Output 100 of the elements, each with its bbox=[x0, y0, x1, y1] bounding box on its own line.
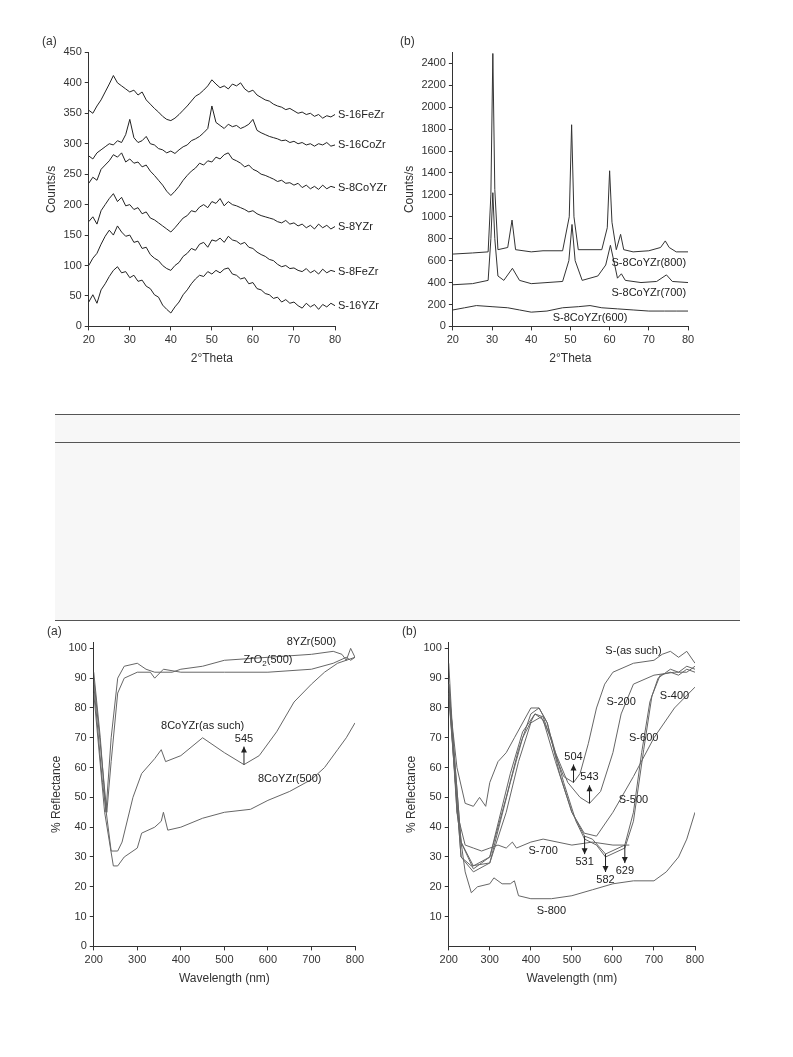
y-tick-label: 10 bbox=[429, 909, 442, 922]
y-tick-label: 50 bbox=[69, 288, 82, 301]
annotation: 8YZr(500) bbox=[286, 635, 337, 648]
x-tick-label: 50 bbox=[205, 333, 218, 346]
x-tick-label: 500 bbox=[562, 953, 582, 966]
x-tick-label: 80 bbox=[328, 333, 342, 346]
y-tick-label: 350 bbox=[63, 106, 82, 119]
x-tick-label: 400 bbox=[521, 953, 541, 966]
x-tick-label: 200 bbox=[439, 953, 458, 966]
y-tick-label: 2200 bbox=[421, 78, 446, 91]
x-tick-label: 800 bbox=[345, 953, 365, 966]
y-tick-label: 70 bbox=[74, 730, 87, 743]
y-tick-label: 400 bbox=[427, 275, 446, 288]
annotation: S-8CoYZr(800) bbox=[611, 255, 687, 268]
y-tick-label: 0 bbox=[439, 319, 446, 332]
annotation: S-800 bbox=[536, 903, 567, 916]
x-axis-title: 2°Theta bbox=[190, 351, 234, 366]
x-tick-label: 30 bbox=[123, 333, 136, 346]
y-tick-label: 30 bbox=[429, 850, 442, 863]
x-tick-label: 500 bbox=[215, 953, 234, 966]
x-axis-title: 2°Theta bbox=[549, 351, 592, 366]
annotation: 8CoYZr(500) bbox=[257, 772, 322, 785]
y-tick-label: 100 bbox=[423, 641, 442, 654]
x-tick-label: 800 bbox=[685, 953, 705, 966]
x-tick-label: 600 bbox=[258, 953, 278, 966]
y-tick-label: 80 bbox=[429, 701, 442, 713]
y-axis-title: Counts/s bbox=[43, 165, 58, 214]
y-tick-label: 20 bbox=[74, 879, 87, 892]
y-tick-label: 800 bbox=[427, 231, 446, 244]
y-tick-label: 20 bbox=[429, 879, 442, 892]
annotation: 582 bbox=[596, 873, 615, 886]
y-tick-label: 60 bbox=[429, 760, 442, 773]
y-tick-label: 2000 bbox=[421, 100, 446, 113]
chart-title: (a) bbox=[47, 623, 62, 638]
annotation: S-8CoYZr bbox=[338, 180, 388, 193]
x-tick-label: 200 bbox=[84, 953, 103, 966]
y-tick-label: 90 bbox=[74, 671, 87, 684]
y-tick-label: 80 bbox=[74, 701, 87, 713]
annotation: S-16CoZr bbox=[338, 137, 387, 150]
annotation: S-(as such) bbox=[605, 644, 662, 657]
y-tick-label: 10 bbox=[74, 909, 87, 922]
annotation: 531 bbox=[575, 855, 594, 868]
y-tick-label: 150 bbox=[63, 228, 82, 241]
y-tick-label: 250 bbox=[63, 167, 82, 180]
annotation: S-8YZr bbox=[338, 219, 374, 232]
annotation: S-200 bbox=[606, 694, 636, 707]
y-tick-label: 100 bbox=[63, 258, 82, 271]
chart-title: (a) bbox=[42, 33, 57, 48]
x-axis-title: Wavelength (nm) bbox=[526, 971, 618, 986]
annotation: S-400 bbox=[659, 689, 690, 701]
x-tick-label: 50 bbox=[564, 333, 577, 346]
annotation: 629 bbox=[615, 864, 634, 877]
x-tick-label: 300 bbox=[480, 953, 499, 966]
x-tick-label: 80 bbox=[681, 333, 695, 346]
x-tick-label: 400 bbox=[171, 953, 191, 966]
y-tick-label: 1200 bbox=[421, 187, 446, 200]
x-axis-title: Wavelength (nm) bbox=[178, 971, 270, 986]
y-axis-title: % Reflectance bbox=[403, 755, 418, 834]
y-tick-label: 450 bbox=[63, 45, 82, 58]
annotation: 545 bbox=[234, 731, 254, 744]
x-tick-label: 20 bbox=[446, 333, 459, 346]
y-tick-label: 300 bbox=[63, 136, 82, 149]
annotation: S-16FeZr bbox=[338, 107, 385, 120]
x-tick-label: 60 bbox=[603, 333, 616, 346]
annotation: S-500 bbox=[618, 793, 649, 806]
x-tick-label: 700 bbox=[302, 953, 321, 966]
chart-title: (b) bbox=[402, 623, 417, 638]
annotation: S-700 bbox=[528, 844, 558, 857]
x-tick-label: 70 bbox=[642, 333, 655, 346]
x-tick-label: 40 bbox=[164, 333, 177, 346]
y-tick-label: 600 bbox=[427, 253, 446, 266]
x-tick-label: 40 bbox=[525, 333, 538, 346]
y-tick-label: 200 bbox=[63, 197, 82, 210]
x-tick-label: 600 bbox=[603, 953, 623, 966]
annotation: S-600 bbox=[629, 730, 659, 743]
x-tick-label: 60 bbox=[246, 333, 260, 346]
y-axis-title: Counts/s bbox=[401, 165, 416, 214]
annotation: S-8CoYZr(700) bbox=[611, 286, 687, 299]
y-tick-label: 200 bbox=[427, 297, 446, 310]
x-tick-label: 300 bbox=[128, 953, 147, 966]
y-tick-label: 400 bbox=[63, 75, 82, 88]
y-tick-label: 40 bbox=[74, 820, 87, 833]
annotation: 504 bbox=[564, 749, 583, 762]
y-tick-label: 30 bbox=[74, 850, 87, 863]
chart-title: (b) bbox=[400, 33, 415, 48]
y-tick-label: 0 bbox=[80, 939, 87, 952]
x-tick-label: 70 bbox=[287, 333, 301, 346]
y-tick-label: 0 bbox=[75, 319, 82, 332]
y-tick-label: 70 bbox=[429, 730, 442, 743]
y-tick-label: 1800 bbox=[421, 122, 446, 135]
annotation: S-8FeZr bbox=[338, 264, 379, 277]
y-tick-label: 1600 bbox=[421, 144, 446, 157]
y-tick-label: 1000 bbox=[421, 209, 446, 222]
y-tick-label: 50 bbox=[74, 790, 87, 803]
y-tick-label: 1400 bbox=[421, 165, 446, 178]
y-tick-label: 90 bbox=[429, 671, 442, 684]
annotation: 8CoYZr(as such) bbox=[161, 718, 245, 731]
y-tick-label: 2400 bbox=[421, 56, 446, 69]
y-tick-label: 40 bbox=[429, 820, 442, 833]
x-tick-label: 30 bbox=[485, 333, 499, 346]
